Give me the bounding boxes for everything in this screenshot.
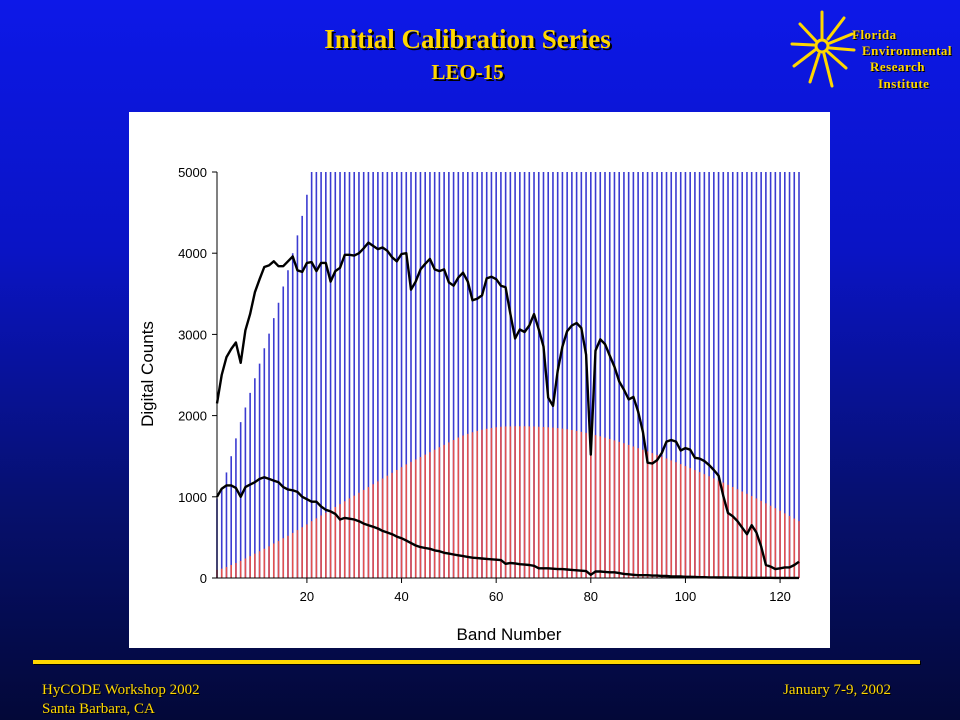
slide-title: Initial Calibration Series — [324, 24, 611, 54]
upper-black-line — [215, 241, 800, 571]
logo-text-florida: Florida — [852, 27, 897, 42]
y-axis-label: Digital Counts — [138, 321, 157, 427]
x-tick-label: 60 — [489, 589, 503, 604]
calibration-chart: 0 1000 2000 3000 4000 5000 20 40 60 80 100 120 Band… — [138, 165, 800, 644]
line-series — [215, 241, 800, 580]
y-tick-label: 5000 — [178, 165, 207, 180]
y-tick-label: 0 — [200, 571, 207, 586]
footer-event: HyCODE Workshop 2002 — [42, 682, 200, 698]
slide-subtitle: LEO-15 — [431, 60, 504, 84]
chart-ticks: 0 1000 2000 3000 4000 5000 20 40 60 80 100 120 — [178, 165, 791, 604]
lower-black-line — [215, 476, 799, 580]
feri-logo: Florida Environmental Research Institute — [788, 6, 960, 98]
footer-date: January 7-9, 2002 — [783, 682, 891, 698]
x-tick-label: 40 — [394, 589, 408, 604]
logo-text-institute: Institute — [878, 76, 930, 91]
x-tick-label: 80 — [584, 589, 598, 604]
footer-location: Santa Barbara, CA — [42, 701, 155, 717]
x-tick-label: 20 — [300, 589, 314, 604]
y-tick-label: 4000 — [178, 246, 207, 261]
blue-bars-series — [216, 172, 800, 578]
chart-axes — [216, 172, 799, 579]
logo-text-research: Research — [870, 59, 926, 74]
x-tick-label: 120 — [769, 589, 791, 604]
y-tick-label: 1000 — [178, 490, 207, 505]
x-axis-label: Band Number — [457, 625, 562, 644]
x-tick-label: 100 — [675, 589, 697, 604]
y-tick-label: 3000 — [178, 327, 207, 342]
logo-text-environmental: Environmental — [862, 43, 953, 58]
y-tick-label: 2000 — [178, 409, 207, 424]
red-bars-series — [216, 426, 800, 578]
footer-divider — [33, 660, 920, 664]
sun-logo-icon — [790, 10, 856, 88]
